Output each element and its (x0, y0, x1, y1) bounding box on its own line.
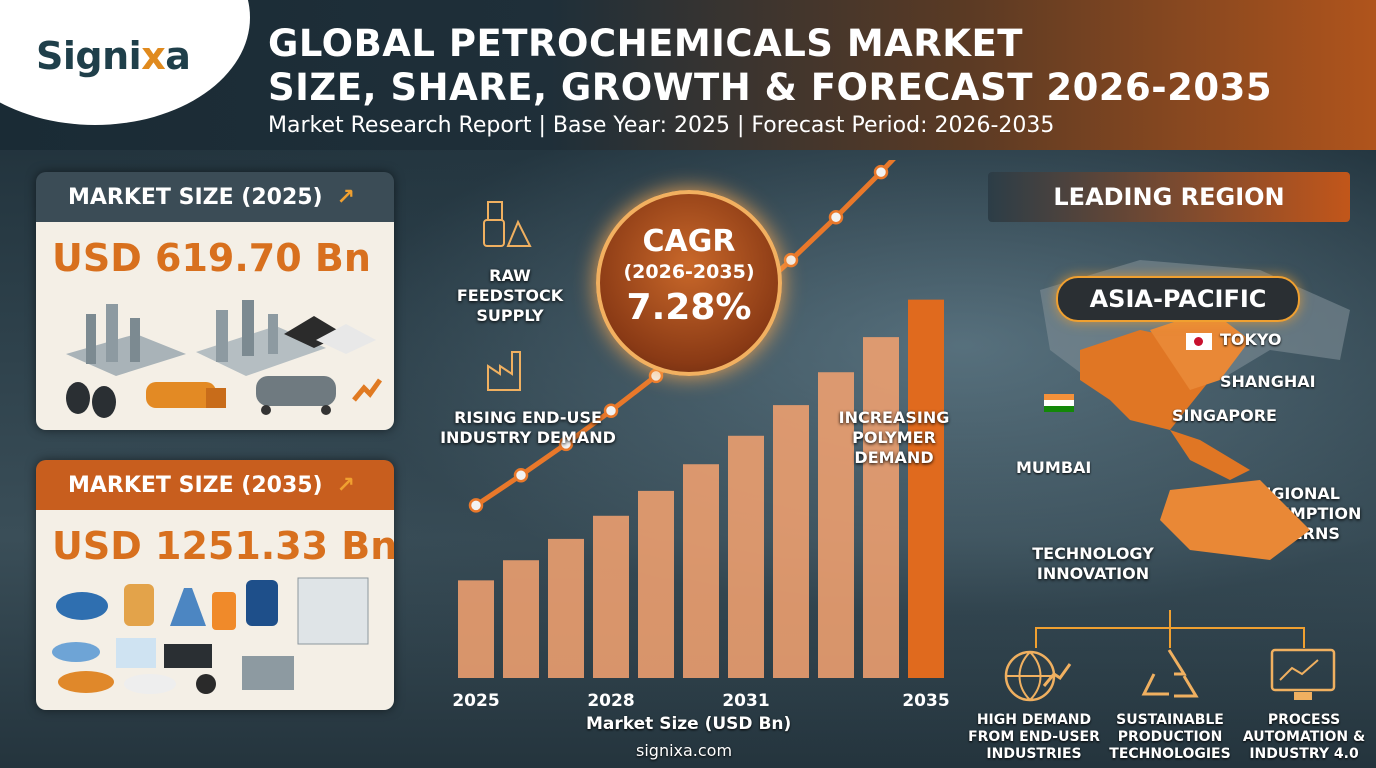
trend-point-2034 (873, 164, 889, 180)
bar-2029 (638, 490, 674, 678)
page-title-line1: GLOBAL PETROCHEMICALS MARKET (268, 22, 1023, 65)
bar-2028 (593, 515, 629, 678)
bar-2035 (908, 299, 944, 678)
bar-2027 (548, 538, 584, 678)
market-size-2025-card: MARKET SIZE (2025) ↗ USD 619.70 Bn (36, 172, 394, 430)
petrochemical-products-illustration (52, 577, 369, 694)
market-size-bar-chart: 2025 2028 2031 2035 (452, 160, 950, 711)
factor-sustainable-production: SUSTAINABLE PRODUCTION TECHNOLOGIES (1109, 712, 1231, 762)
trend-up-icon: ↗ (336, 184, 356, 210)
factory-icon (487, 351, 521, 391)
end-use-demand-label: RISING END-USE INDUSTRY DEMAND (440, 408, 616, 447)
polymer-demand-label: INCREASING POLYMER DEMAND (838, 408, 950, 467)
cagr-period: (2026-2035) (623, 261, 755, 283)
city-singapore: SINGAPORE (1172, 406, 1277, 425)
market-size-2025-header: MARKET SIZE (2025) ↗ (36, 172, 394, 222)
trend-point-2028 (603, 403, 619, 419)
trend-up-icon: ↗ (336, 472, 356, 498)
japan-flag-icon (1186, 331, 1212, 350)
automation-monitor-icon (1270, 648, 1336, 700)
city-tokyo: TOKYO (1220, 330, 1282, 349)
brand-logo: Signixa (36, 34, 191, 78)
raw-feedstock-icon (483, 201, 532, 247)
page-subtitle: Market Research Report | Base Year: 2025… (268, 113, 1055, 138)
cagr-badge: CAGR (2026-2035) 7.28% (596, 190, 782, 376)
market-size-2035-value: USD 1251.33 Bn (52, 524, 394, 568)
recycle-icon (1141, 649, 1199, 698)
bar-2032 (773, 405, 809, 678)
trend-point-2027 (558, 436, 574, 452)
site-url: signixa.com (636, 741, 733, 760)
cagr-title: CAGR (642, 224, 736, 259)
market-size-2035-card: MARKET SIZE (2035) ↗ USD 1251.33 Bn (36, 460, 394, 710)
page-title-line2: SIZE, SHARE, GROWTH & FORECAST 2026-2035 (268, 66, 1273, 109)
trend-point-2033 (828, 209, 844, 225)
trend-point-2025 (468, 498, 484, 513)
trend-point-2032 (783, 252, 799, 268)
factor-connector-lines (1035, 610, 1305, 648)
x-tick-2025: 2025 (452, 691, 499, 711)
cagr-value: 7.28% (626, 287, 752, 328)
bar-2034 (863, 337, 899, 678)
x-tick-2031: 2031 (722, 691, 769, 711)
x-tick-2028: 2028 (587, 691, 634, 711)
market-size-2035-label: MARKET SIZE (2035) (68, 472, 323, 498)
globe-growth-icon (1004, 650, 1072, 702)
technology-innovation-label: TECHNOLOGY INNOVATION (1032, 544, 1154, 583)
trend-point-2026 (513, 467, 529, 483)
india-flag-icon (1044, 394, 1074, 412)
city-shanghai: SHANGHAI (1220, 372, 1316, 391)
factor-process-automation: PROCESS AUTOMATION & INDUSTRY 4.0 (1242, 712, 1366, 762)
market-size-2035-header: MARKET SIZE (2035) ↗ (36, 460, 394, 510)
market-size-2025-value: USD 619.70 Bn (52, 236, 371, 280)
bar-2033 (818, 372, 854, 678)
city-mumbai: MUMBAI (1016, 458, 1092, 477)
bar-2030 (683, 464, 719, 678)
x-tick-2035: 2035 (902, 691, 949, 711)
bar-2031 (728, 435, 764, 678)
market-size-2025-label: MARKET SIZE (2025) (68, 184, 323, 210)
factor-high-demand: HIGH DEMAND FROM END-USER INDUSTRIES (968, 712, 1100, 762)
chart-x-axis-title: Market Size (USD Bn) (586, 714, 792, 734)
leading-region-badge: ASIA-PACIFIC (1056, 276, 1300, 322)
bar-2026 (503, 560, 539, 678)
leading-region-header: LEADING REGION (988, 172, 1350, 222)
raw-feedstock-label: RAW FEEDSTOCK SUPPLY (456, 266, 564, 325)
refinery-illustration (66, 300, 383, 418)
bar-2025 (458, 580, 494, 678)
